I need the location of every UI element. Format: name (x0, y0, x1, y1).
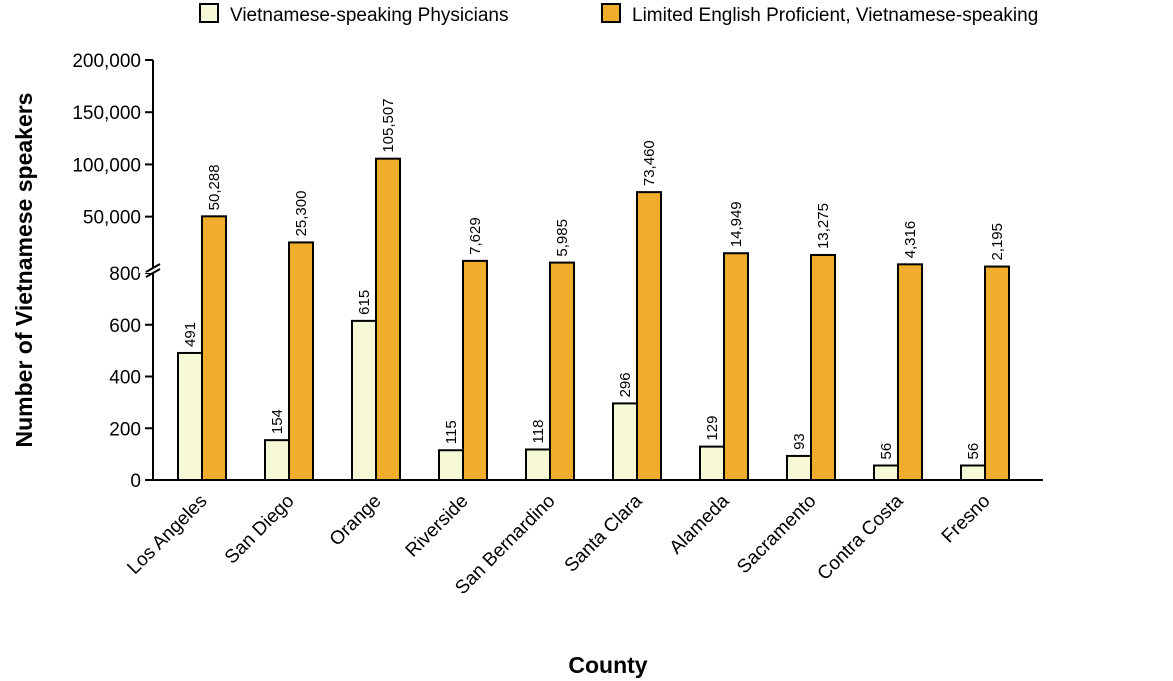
y-tick-label: 200 (109, 419, 141, 440)
bar-physicians (177, 351, 203, 481)
data-label-lep: 105,507 (380, 98, 397, 152)
x-tick-label: Riverside (402, 491, 473, 562)
bar-lep (375, 157, 401, 481)
bar-physicians (351, 319, 377, 481)
axis-break-gap (139, 268, 1043, 273)
bar-lep (288, 241, 314, 481)
bar-lep (462, 259, 488, 481)
bar-lep (984, 265, 1010, 481)
data-label-lep: 7,629 (467, 217, 484, 255)
bar-physicians (786, 454, 812, 481)
bar-physicians (612, 402, 638, 481)
data-label-physicians: 118 (530, 420, 547, 444)
bar-physicians (960, 464, 986, 482)
x-tick-label: Fresno (938, 491, 995, 548)
data-label-physicians: 296 (617, 372, 634, 397)
data-label-physicians: 56 (878, 443, 895, 460)
x-tick-label: Alameda (666, 490, 734, 558)
bar-lep (810, 253, 836, 481)
legend-label-physicians: Vietnamese-speaking Physicians (230, 5, 508, 26)
legend-swatch-lep (601, 3, 621, 23)
bars (177, 157, 1010, 482)
data-label-lep: 13,275 (815, 203, 832, 249)
data-label-physicians: 56 (965, 443, 982, 460)
x-tick-label: Orange (326, 491, 386, 551)
x-tick-label: San Diego (221, 491, 299, 569)
data-label-lep: 5,985 (554, 219, 571, 257)
x-axis-title: County (568, 652, 647, 678)
data-label-lep: 25,300 (293, 191, 310, 237)
y-tick-label: 800 (109, 264, 141, 285)
x-tick-label: Los Angeles (123, 491, 211, 579)
x-tick-label: Contra Costa (814, 490, 908, 584)
bar-lep (723, 252, 749, 481)
y-tick-label: 150,000 (72, 103, 141, 124)
axis-break-mark-top (145, 263, 161, 273)
x-tick-label: Santa Clara (561, 490, 647, 576)
data-label-lep: 50,288 (206, 164, 223, 210)
data-label-lep: 4,316 (902, 221, 919, 259)
legend-label-lep: Limited English Proficient, Vietnamese-s… (632, 5, 1038, 26)
y-tick-label: 100,000 (72, 155, 141, 176)
legend: Vietnamese-speaking Physicians Limited E… (199, 3, 1038, 26)
axes: 0 200 400 600 800 50,000 100,000 150,000 200,000 (72, 51, 1043, 492)
bar-lep (636, 191, 662, 481)
bar-lep (897, 263, 923, 481)
data-label-physicians: 129 (704, 416, 721, 441)
bar-physicians (525, 448, 551, 481)
data-label-physicians: 93 (791, 433, 808, 450)
bar-lep (201, 215, 227, 482)
data-label-physicians: 154 (269, 409, 286, 434)
bar-physicians (699, 445, 725, 481)
bar-physicians (264, 439, 290, 481)
bar-lep (549, 261, 575, 481)
data-label-lep: 73,460 (641, 140, 658, 186)
data-label-lep: 2,195 (989, 223, 1006, 261)
y-tick-label: 400 (109, 368, 141, 389)
data-label-lep: 14,949 (728, 201, 745, 247)
y-tick-label: 200,000 (72, 51, 141, 72)
y-tick-label: 600 (109, 316, 141, 337)
y-tick-label: 0 (130, 471, 141, 492)
data-label-physicians: 491 (182, 322, 199, 347)
data-label-physicians: 115 (443, 420, 460, 444)
legend-swatch-physicians (199, 3, 219, 23)
axis-break-mark-bottom (145, 268, 161, 278)
bar-physicians (438, 449, 464, 481)
x-tick-label: Sacramento (733, 491, 820, 578)
bar-physicians (873, 464, 899, 482)
y-tick-label: 50,000 (83, 208, 141, 229)
y-axis-title: Number of Vietnamese speakers (11, 93, 37, 448)
data-label-physicians: 615 (356, 290, 373, 315)
